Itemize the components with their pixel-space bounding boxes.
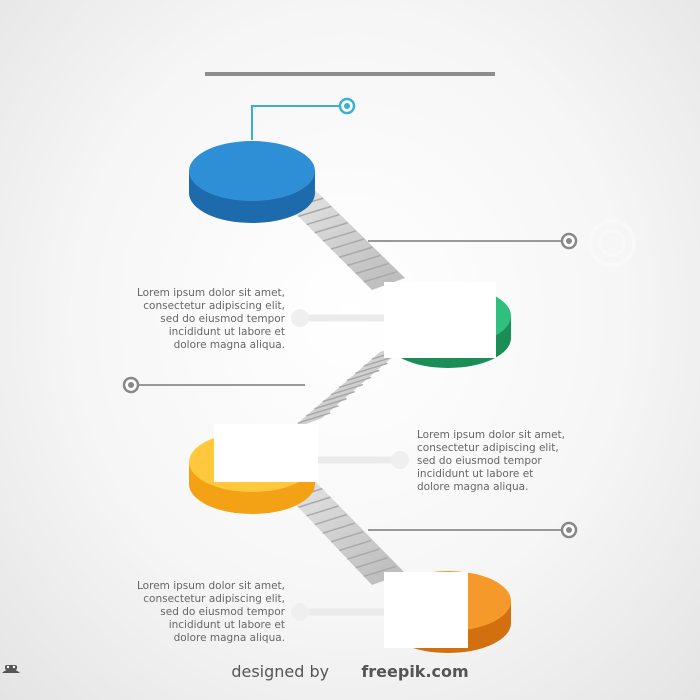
step-4-description: Lorem ipsum dolor sit amet, consectetur … xyxy=(137,580,285,644)
stair-step xyxy=(298,496,331,508)
credit-line: designed by freepik.com xyxy=(0,662,700,681)
target-icon xyxy=(588,219,636,267)
stair-step xyxy=(347,254,381,267)
stair-step xyxy=(322,390,355,403)
credit-brand: freepik.com xyxy=(361,662,469,681)
connector-step-2 xyxy=(291,232,578,327)
stair-step xyxy=(355,557,388,569)
stair-step xyxy=(338,376,372,389)
stair-step xyxy=(297,412,331,424)
step-2-description: Lorem ipsum dolor sit amet, consectetur … xyxy=(137,287,285,351)
staircase-1 xyxy=(282,190,405,290)
stair-step xyxy=(355,262,389,275)
step-2-disc xyxy=(384,282,511,368)
stair-step xyxy=(355,362,388,374)
stair-step xyxy=(306,405,339,417)
stair-step xyxy=(314,398,347,410)
step-4-disc xyxy=(384,571,511,653)
connector-step-1 xyxy=(251,97,356,140)
step-3-description: Lorem ipsum dolor sit amet, consectetur … xyxy=(417,429,565,493)
title-underline xyxy=(205,72,495,76)
stair-step xyxy=(298,205,332,218)
stair-step xyxy=(339,539,372,552)
stair-step xyxy=(306,213,340,226)
stair-step xyxy=(339,246,373,258)
stair-step xyxy=(314,222,348,234)
stair-step xyxy=(363,271,398,283)
stair-step xyxy=(363,565,397,578)
stair-step xyxy=(306,505,339,517)
stair-step xyxy=(347,369,380,382)
step-3-disc xyxy=(189,424,318,514)
stair-step xyxy=(314,513,347,526)
stair-step xyxy=(347,548,380,560)
stair-step xyxy=(322,230,357,242)
stair-step xyxy=(330,238,365,250)
connector-step-3 xyxy=(122,376,409,469)
stair-step xyxy=(322,522,356,534)
step-1-disc xyxy=(189,141,315,223)
stair-step xyxy=(330,383,364,396)
hat-icon xyxy=(2,665,356,679)
connector-step-4 xyxy=(291,521,578,621)
credit-prefix: designed by xyxy=(231,662,330,681)
stair-step xyxy=(330,531,364,543)
